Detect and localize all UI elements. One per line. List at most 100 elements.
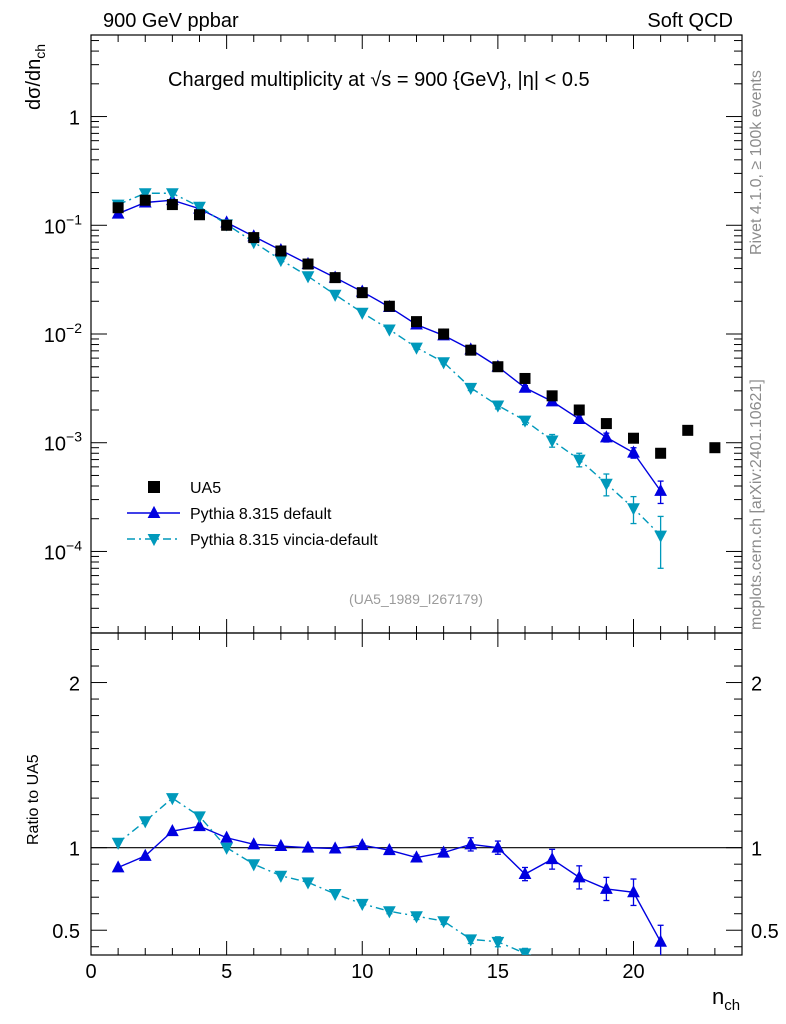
- ua5-data-point: [465, 344, 477, 356]
- y-tick-label-main: 1: [69, 108, 80, 130]
- pythia-default-ratio-point: [464, 837, 478, 850]
- pythia-default-ratio-point: [654, 934, 668, 947]
- ratio-panel-series: [111, 793, 668, 1000]
- legend-pythia-vincia-marker: [147, 534, 161, 547]
- y-tick-label-ratio-left: 0.5: [52, 921, 80, 943]
- pythia-vincia-main-point: [518, 415, 532, 428]
- ua5-data-point: [492, 361, 504, 373]
- pythia-vincia-main-point: [654, 530, 668, 543]
- main-panel-series: [111, 188, 721, 569]
- pythia-vincia-main-point: [410, 342, 423, 355]
- pythia-vincia-ratio-point: [654, 988, 667, 1000]
- pythia-vincia-ratio-point: [600, 972, 613, 984]
- legend-label: UA5: [190, 480, 221, 497]
- pythia-vincia-ratio-point: [437, 916, 451, 929]
- pythia-vincia-ratio-point: [220, 842, 234, 855]
- ua5-data-point: [383, 300, 395, 312]
- y-tick-label-main: 10−1: [44, 211, 82, 238]
- axis-ticks: 0 5 10 15 20 1 10−1 10−2 10−3 10−4 2 2 1 1 0.5 0.5: [44, 35, 779, 983]
- ua5-data-point: [112, 202, 124, 214]
- pythia-vincia-ratio-point: [410, 911, 423, 924]
- pythia-vincia-ratio-point: [491, 936, 505, 949]
- pythia-default-main-point: [572, 411, 586, 425]
- ua5-data-point: [221, 219, 233, 231]
- ua5-data-point: [438, 328, 450, 340]
- rivet-version-label: Rivet 4.1.0, ≥ 100k events: [748, 70, 765, 255]
- pythia-vincia-main-point: [572, 454, 586, 467]
- pythia-vincia-ratio-point: [138, 816, 152, 829]
- pythia-default-ratio-point: [491, 840, 505, 853]
- chart-title: Charged multiplicity at √s = 900 {GeV}, …: [168, 69, 590, 91]
- pythia-vincia-ratio-point: [464, 934, 478, 947]
- main-plot-frame: [90, 34, 743, 634]
- legend-label: Pythia 8.315 default: [190, 506, 332, 523]
- chart-title-suffix: = 900 {GeV}, |η| < 0.5: [391, 69, 589, 91]
- x-tick-label: 5: [221, 961, 232, 983]
- pythia-vincia-main-point: [491, 400, 505, 413]
- y-tick-label-main: 10−2: [44, 320, 82, 347]
- ua5-data-point: [411, 316, 422, 328]
- legend-ua5-marker: [148, 481, 160, 493]
- pythia-vincia-main-point: [193, 201, 206, 214]
- header-left-label: 900 GeV ppbar: [103, 10, 239, 32]
- pythia-vincia-ratio-point: [382, 906, 396, 919]
- pythia-default-ratio-point: [247, 837, 261, 850]
- ua5-data-point: [546, 390, 558, 402]
- x-tick-label: 10: [351, 961, 373, 983]
- ua5-data-point: [628, 432, 639, 444]
- pythia-default-ratio-point: [572, 870, 586, 883]
- pythia-vincia-ratio-point: [518, 948, 532, 955]
- pythia-vincia-ratio-point: [274, 870, 288, 883]
- pythia-default-ratio-point: [599, 881, 613, 894]
- pythia-default-ratio-point: [518, 866, 532, 880]
- pythia-default-ratio-point: [410, 850, 423, 863]
- chart-title-sqrt: √s: [370, 69, 391, 91]
- ua5-data-point: [275, 245, 287, 257]
- mcplots-source-label: mcplots.cern.ch [arXiv:2401.10621]: [748, 379, 765, 630]
- y-tick-label-ratio-right: 1: [751, 839, 762, 861]
- chart-title-prefix: Charged multiplicity at: [168, 69, 370, 91]
- y-tick-label-ratio-right: 0.5: [751, 921, 779, 943]
- y-tick-label-ratio-left: 1: [69, 839, 80, 861]
- ua5-data-point: [356, 287, 368, 299]
- y-tick-label-ratio-right: 2: [751, 674, 762, 696]
- pythia-default-ratio-point: [220, 830, 234, 843]
- ratio-y-axis-label: Ratio to UA5: [25, 754, 42, 845]
- pythia-default-main-point: [599, 430, 613, 443]
- ua5-data-point: [139, 194, 151, 206]
- pythia-vincia-ratio-point: [247, 859, 261, 872]
- pythia-vincia-main-point: [382, 324, 396, 337]
- pythia-vincia-ratio-point: [111, 837, 125, 850]
- y-tick-label-main: 10−4: [44, 537, 82, 564]
- pythia-vincia-main-point: [599, 478, 613, 491]
- ua5-data-point: [655, 447, 667, 459]
- pythia-default-ratio-point: [328, 841, 342, 854]
- pythia-vincia-main-point: [274, 254, 288, 268]
- ua5-data-point: [302, 258, 314, 270]
- pythia-default-ratio-point: [437, 845, 451, 858]
- pythia-default-ratio-point: [545, 852, 559, 865]
- ua5-data-point: [329, 272, 341, 284]
- pythia-default-ratio-point: [301, 840, 315, 853]
- pythia-vincia-ratio-point: [165, 793, 179, 806]
- analysis-label: (UA5_1989_I267179): [349, 591, 483, 607]
- pythia-vincia-ratio-point: [328, 888, 342, 902]
- pythia-vincia-main-point: [437, 357, 451, 370]
- pythia-default-ratio-point: [274, 838, 288, 851]
- y-tick-label-ratio-left: 2: [69, 674, 80, 696]
- x-tick-label: 20: [622, 961, 644, 983]
- ua5-data-point: [194, 209, 205, 221]
- ua5-data-point: [600, 418, 612, 430]
- pythia-default-main-point: [518, 380, 532, 393]
- pythia-vincia-ratio-point: [355, 898, 369, 911]
- pythia-default-ratio-point: [355, 838, 369, 851]
- pythia-default-ratio-point: [382, 842, 396, 856]
- pythia-vincia-main-point: [165, 188, 179, 201]
- pythia-vincia-main-point: [301, 271, 315, 284]
- pythia-vincia-ratio-point: [573, 962, 586, 974]
- header-right-label: Soft QCD: [647, 10, 733, 32]
- ratio-plot-frame: [90, 632, 743, 956]
- ua5-data-point: [519, 372, 531, 384]
- pythia-vincia-main-point: [464, 382, 478, 395]
- legend: UA5 Pythia 8.315 default Pythia 8.315 vinc…: [127, 480, 378, 549]
